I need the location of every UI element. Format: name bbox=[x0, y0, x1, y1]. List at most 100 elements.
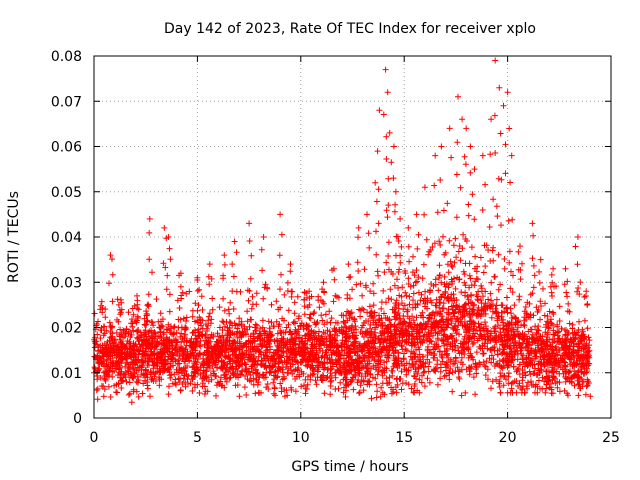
data-point bbox=[548, 316, 554, 323]
data-point bbox=[416, 327, 423, 333]
data-point bbox=[440, 319, 446, 326]
data-point bbox=[298, 383, 305, 390]
data-point bbox=[502, 141, 509, 148]
data-point bbox=[268, 319, 275, 326]
data-point bbox=[327, 359, 334, 366]
data-point bbox=[541, 312, 548, 319]
data-point bbox=[398, 243, 405, 250]
data-point bbox=[243, 343, 250, 350]
data-point bbox=[528, 350, 535, 357]
data-point bbox=[445, 284, 452, 291]
data-point bbox=[118, 299, 125, 306]
data-point bbox=[479, 207, 486, 213]
data-point bbox=[371, 332, 377, 339]
data-point bbox=[496, 357, 503, 364]
data-point bbox=[473, 275, 480, 282]
data-point bbox=[241, 360, 248, 366]
data-point bbox=[145, 362, 152, 369]
data-point bbox=[446, 376, 453, 383]
data-point bbox=[530, 284, 537, 291]
data-point bbox=[196, 286, 203, 293]
data-point bbox=[516, 340, 523, 347]
data-point bbox=[146, 328, 153, 335]
data-point bbox=[163, 341, 170, 348]
data-point bbox=[161, 356, 168, 363]
data-point bbox=[392, 316, 399, 323]
data-point bbox=[138, 363, 145, 370]
data-point bbox=[223, 369, 229, 375]
data-point bbox=[402, 289, 409, 296]
data-point bbox=[256, 348, 263, 355]
data-point bbox=[405, 275, 412, 282]
data-point bbox=[467, 352, 474, 359]
data-point bbox=[203, 349, 210, 356]
data-point bbox=[493, 203, 500, 210]
data-point bbox=[377, 364, 383, 370]
data-point bbox=[444, 200, 451, 207]
data-point bbox=[107, 355, 114, 362]
data-point bbox=[500, 382, 507, 389]
data-point bbox=[576, 344, 583, 350]
data-point bbox=[453, 214, 460, 221]
data-point bbox=[156, 376, 163, 383]
data-point bbox=[265, 318, 272, 325]
data-point bbox=[199, 317, 206, 324]
data-point bbox=[370, 319, 377, 326]
data-point bbox=[375, 186, 382, 193]
data-point bbox=[149, 351, 156, 358]
data-point bbox=[230, 273, 237, 280]
data-point bbox=[574, 234, 581, 240]
data-point bbox=[131, 371, 138, 377]
data-point bbox=[386, 347, 393, 354]
data-point bbox=[194, 277, 201, 283]
data-point bbox=[351, 360, 357, 367]
data-point bbox=[277, 286, 283, 293]
data-point bbox=[238, 334, 245, 340]
data-point bbox=[422, 303, 429, 310]
data-point bbox=[302, 357, 309, 364]
data-point bbox=[475, 320, 482, 327]
data-point bbox=[288, 336, 295, 343]
data-point bbox=[487, 290, 494, 297]
data-point bbox=[350, 364, 357, 371]
data-point bbox=[511, 339, 518, 346]
data-point bbox=[297, 322, 304, 329]
data-point bbox=[491, 273, 498, 280]
data-point bbox=[411, 353, 418, 360]
data-point bbox=[355, 268, 362, 274]
data-point bbox=[480, 350, 487, 357]
data-point bbox=[556, 318, 563, 324]
data-point bbox=[495, 251, 502, 258]
data-point bbox=[493, 309, 500, 316]
data-point bbox=[344, 381, 351, 388]
data-point bbox=[305, 326, 312, 333]
data-point bbox=[140, 342, 147, 349]
y-tick-label: 0.02 bbox=[51, 321, 82, 337]
data-point bbox=[510, 326, 517, 333]
data-point bbox=[229, 351, 236, 358]
data-point bbox=[432, 152, 439, 159]
data-point bbox=[478, 307, 485, 314]
data-point bbox=[359, 305, 366, 312]
data-point bbox=[214, 330, 221, 337]
data-point bbox=[278, 231, 285, 238]
data-point bbox=[495, 175, 502, 182]
data-point bbox=[580, 331, 587, 338]
data-point bbox=[95, 348, 102, 355]
data-point bbox=[254, 361, 261, 368]
data-point bbox=[478, 334, 485, 340]
data-point bbox=[332, 292, 339, 299]
data-point bbox=[570, 336, 577, 343]
data-point bbox=[577, 385, 584, 392]
data-point bbox=[142, 367, 149, 374]
data-point bbox=[124, 338, 131, 344]
data-point bbox=[394, 324, 401, 331]
data-point bbox=[249, 293, 256, 300]
data-point bbox=[259, 317, 266, 324]
data-point bbox=[141, 338, 147, 344]
data-point bbox=[495, 335, 502, 342]
data-point bbox=[174, 297, 181, 304]
data-point bbox=[388, 337, 395, 344]
data-point bbox=[176, 305, 183, 311]
data-point bbox=[569, 321, 576, 328]
